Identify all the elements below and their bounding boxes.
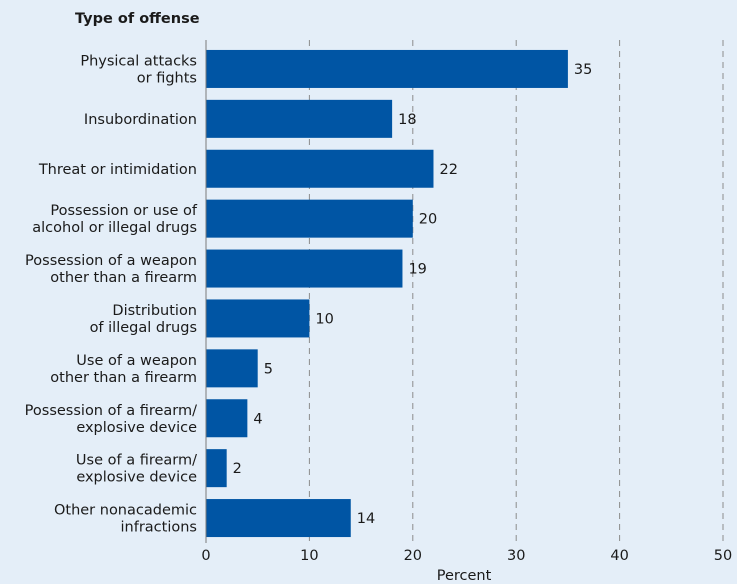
bars [206, 49, 568, 538]
value-label: 20 [419, 212, 437, 228]
category-label: Possession of a firearm/explosive device [25, 403, 197, 436]
bar [206, 449, 227, 488]
x-tick-label: 0 [201, 548, 210, 564]
x-tick-label: 30 [507, 548, 525, 564]
value-label: 4 [253, 411, 262, 427]
bar [206, 99, 393, 138]
category-label: Possession of a weapon other than a firea… [25, 253, 197, 286]
value-label: 5 [264, 361, 273, 377]
x-tick-label: 40 [610, 548, 628, 564]
x-tick-label: 10 [300, 548, 318, 564]
category-label: Use of a weapon other than a firearm [50, 353, 197, 386]
bar [206, 249, 403, 288]
bar [206, 399, 248, 438]
x-tick-label: 50 [714, 548, 732, 564]
value-label: 22 [439, 162, 457, 178]
x-tick-label: 20 [404, 548, 422, 564]
bar [206, 49, 568, 88]
bar [206, 499, 351, 538]
chart-heading: Type of offense [75, 11, 200, 27]
category-label: Use of a firearm/explosive device [76, 453, 197, 486]
value-label: 19 [408, 262, 426, 278]
value-labels: 35 18 22 20 19 10 5 4 2 14 [233, 62, 593, 527]
value-label: 2 [233, 461, 242, 477]
value-label: 35 [574, 62, 592, 78]
category-label: Possession or use of alcohol or illegal d… [32, 203, 198, 236]
category-label: Insubordination [84, 112, 197, 128]
category-label: Threat or intimidation [38, 162, 197, 178]
grid-lines [308, 40, 724, 543]
category-labels: Physical attacks or fights Insubordination… [25, 53, 198, 535]
category-label: Physical attacks or fights [80, 53, 197, 86]
bar [206, 149, 434, 188]
x-axis-title: Percent [437, 568, 492, 584]
category-label: Other nonacademic infractions [54, 503, 197, 536]
bar [206, 299, 310, 338]
value-label: 14 [357, 511, 375, 527]
bar [206, 349, 258, 388]
x-tick-labels: 0 10 20 30 40 50 [201, 548, 732, 564]
value-label: 10 [315, 311, 333, 327]
bar [206, 199, 413, 238]
category-label: Distribution of illegal drugs [90, 303, 197, 336]
value-label: 18 [398, 112, 416, 128]
